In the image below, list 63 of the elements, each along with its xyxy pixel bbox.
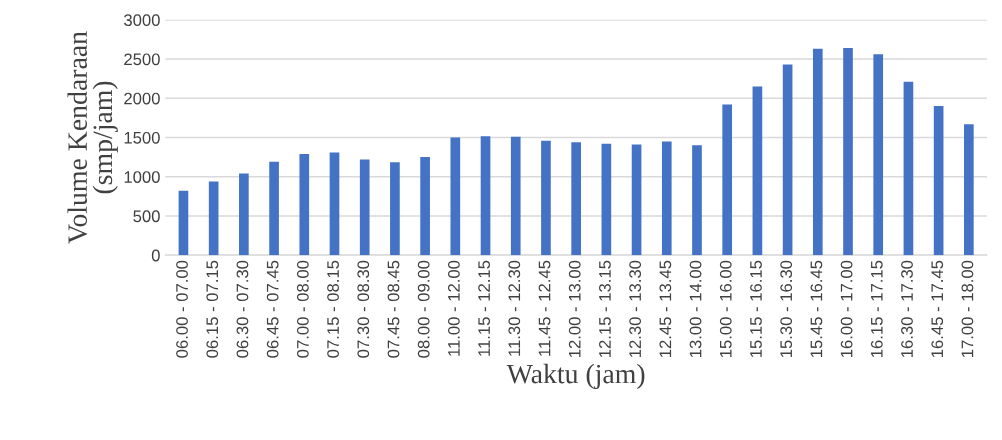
x-tick-label: 11.30 - 12.30 bbox=[508, 260, 521, 356]
bar bbox=[329, 152, 340, 256]
x-tick-label: 15.15 - 16.15 bbox=[750, 260, 762, 358]
x-tick-label: 12.00 - 13.00 bbox=[568, 260, 581, 358]
bar bbox=[903, 81, 914, 256]
x-tick-label: 06.00 - 07.00 bbox=[176, 260, 188, 358]
x-tick-label: 07.30 - 08.30 bbox=[357, 260, 370, 358]
bar bbox=[390, 162, 400, 256]
bar bbox=[239, 173, 249, 256]
y-tick-label: 1000 bbox=[124, 171, 160, 183]
y-tick-label: 2000 bbox=[124, 92, 160, 105]
y-tick-label: 0 bbox=[151, 249, 160, 262]
bar bbox=[571, 142, 581, 256]
bar bbox=[178, 190, 189, 256]
x-tick-label: 16.30 - 17.30 bbox=[901, 260, 913, 358]
x-axis-title: Waktu (jam) bbox=[506, 363, 645, 390]
bar bbox=[299, 153, 310, 256]
bar bbox=[692, 145, 702, 256]
x-tick-label: 07.45 - 08.45 bbox=[387, 260, 400, 358]
bar bbox=[722, 104, 733, 256]
x-tick-label: 07.00 - 08.00 bbox=[296, 260, 309, 358]
bar bbox=[812, 48, 823, 256]
x-tick-label: 06.45 - 07.45 bbox=[266, 260, 279, 358]
bar bbox=[420, 157, 430, 256]
x-tick-label: 13.00 - 14.00 bbox=[689, 260, 702, 358]
x-tick-label: 07.15 - 08.15 bbox=[327, 260, 339, 358]
bar bbox=[933, 106, 944, 256]
bar bbox=[510, 136, 521, 256]
x-tick-label: 12.15 - 13.15 bbox=[599, 260, 611, 358]
x-tick-label: 16.00 - 17.00 bbox=[840, 260, 853, 358]
x-tick-label: 11.45 - 12.45 bbox=[538, 260, 551, 356]
y-tick-label: 500 bbox=[133, 210, 160, 223]
bar bbox=[631, 144, 642, 256]
x-tick-label: 15.00 - 16.00 bbox=[719, 260, 732, 358]
x-tick-label: 11.00 - 12.00 bbox=[447, 260, 460, 356]
bar bbox=[964, 124, 974, 256]
bar bbox=[450, 137, 461, 256]
bar bbox=[541, 140, 551, 256]
x-tick-label: 15.45 - 16.45 bbox=[810, 260, 823, 358]
x-tick-label: 15.30 - 16.30 bbox=[780, 260, 793, 358]
x-tick-label: 17.00 - 18.00 bbox=[961, 260, 974, 358]
x-tick-label: 11.15 - 12.15 bbox=[478, 260, 490, 356]
bar bbox=[208, 181, 219, 256]
bar bbox=[601, 143, 612, 256]
x-tick-label: 16.45 - 17.45 bbox=[931, 260, 944, 358]
bar bbox=[782, 64, 793, 256]
x-tick-label: 08.00 - 09.00 bbox=[417, 260, 430, 358]
x-tick-label: 06.30 - 07.30 bbox=[236, 260, 249, 358]
bar bbox=[752, 86, 763, 256]
x-tick-label: 12.30 - 13.30 bbox=[629, 260, 642, 358]
x-tick-label: 06.15 - 07.15 bbox=[206, 260, 219, 358]
x-tick-label: 16.15 - 17.15 bbox=[870, 260, 883, 358]
bar bbox=[359, 159, 370, 256]
bar bbox=[873, 54, 884, 256]
y-tick-label: 1500 bbox=[124, 131, 160, 144]
y-axis-title: Volume Kendaraan (smp/jam) bbox=[67, 31, 118, 244]
y-tick-label: 3000 bbox=[124, 14, 160, 26]
x-tick-label: 12.45 - 13.45 bbox=[659, 260, 672, 358]
bar bbox=[269, 161, 279, 256]
bar bbox=[843, 48, 853, 256]
y-tick-label: 2500 bbox=[124, 53, 160, 66]
bar bbox=[661, 141, 672, 256]
bar bbox=[480, 136, 491, 256]
